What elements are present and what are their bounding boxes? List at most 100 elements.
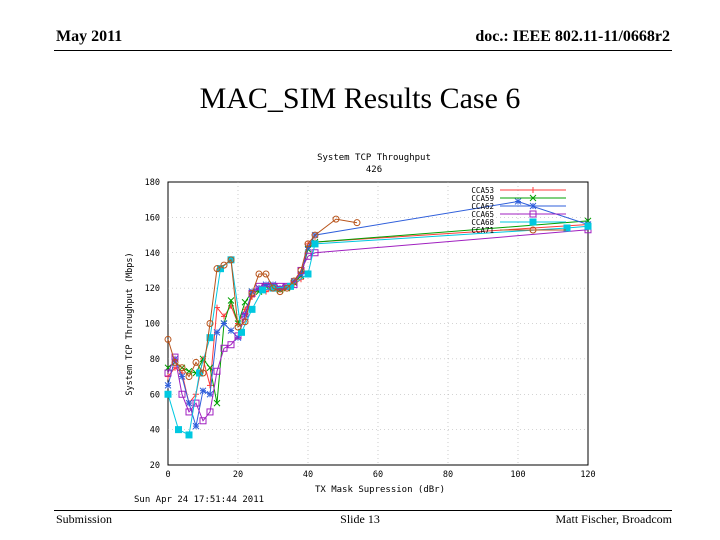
x-tick-label: 40 (303, 470, 313, 480)
data-point (192, 358, 200, 366)
y-axis-ticks: 20 40 60 80 100 120 140 160 180 (145, 178, 160, 471)
y-axis-label: System TCP Throughput (Mbps) (125, 252, 135, 395)
data-point (213, 265, 221, 273)
data-point (290, 277, 298, 285)
data-point (304, 240, 312, 248)
data-point (276, 282, 284, 290)
footer-submission: Submission (56, 512, 113, 526)
data-point (220, 261, 228, 269)
x-axis-ticks: 0 20 40 60 80 100 120 (165, 470, 595, 480)
data-point (171, 358, 179, 366)
data-point (199, 369, 207, 377)
data-point (241, 312, 249, 320)
data-point (206, 364, 214, 372)
data-point (164, 382, 172, 389)
data-point (311, 240, 319, 248)
data-point (529, 210, 537, 218)
legend-label: CCA62 (471, 202, 494, 211)
data-point (178, 390, 186, 398)
data-point (248, 305, 256, 313)
data-point (262, 270, 270, 278)
data-point (185, 373, 193, 381)
data-point (220, 344, 228, 352)
data-point (164, 335, 172, 343)
x-tick-label: 80 (443, 470, 453, 480)
footer-author: Matt Fischer, Broadcom (555, 512, 673, 526)
legend-label: CCA71 (471, 226, 494, 235)
data-point (276, 288, 284, 296)
data-point (206, 334, 214, 342)
data-point (297, 266, 305, 274)
data-point (227, 341, 235, 349)
data-point (283, 284, 291, 292)
data-point (241, 318, 249, 326)
footer-divider (54, 510, 672, 511)
series-cca62 (164, 198, 592, 430)
series-line (167, 225, 589, 436)
y-tick-label: 120 (145, 284, 160, 294)
data-point (178, 373, 186, 380)
y-tick-label: 160 (145, 213, 160, 223)
y-tick-label: 20 (150, 461, 160, 471)
footer-slide-number: Slide 13 (340, 512, 380, 526)
data-point (227, 256, 235, 264)
data-point (241, 298, 249, 306)
y-tick-label: 140 (145, 249, 160, 259)
data-point (514, 198, 522, 205)
data-point (185, 408, 193, 416)
data-point (304, 270, 312, 278)
data-point (192, 422, 200, 430)
data-point (185, 431, 193, 439)
legend-label: CCA59 (471, 194, 494, 203)
slide-title: MAC_SIM Results Case 6 (199, 82, 521, 115)
x-tick-label: 120 (580, 470, 595, 480)
chart-title: System TCP Throughput (317, 153, 431, 163)
legend-label: CCA65 (471, 210, 494, 219)
data-point (234, 323, 242, 331)
data-point (584, 222, 592, 230)
data-point (530, 187, 536, 193)
data-point (213, 367, 221, 375)
legend-label: CCA68 (471, 218, 494, 227)
data-point (213, 399, 221, 407)
data-point (199, 387, 207, 395)
header-divider (54, 50, 672, 51)
data-point (213, 328, 221, 336)
data-point (259, 286, 266, 294)
data-point (255, 270, 263, 278)
data-point (178, 364, 186, 372)
series-layer (164, 198, 592, 439)
x-tick-label: 20 (233, 470, 243, 480)
data-point (238, 328, 245, 336)
series-cca71 (164, 215, 361, 381)
data-point (164, 369, 172, 377)
data-point (529, 226, 537, 234)
data-point (529, 218, 537, 226)
x-tick-label: 0 (165, 470, 170, 480)
data-point (529, 194, 537, 202)
data-point (206, 408, 214, 416)
data-point (199, 417, 207, 425)
data-point (164, 390, 172, 398)
x-axis-label: TX Mask Supression (dBr) (315, 485, 445, 495)
data-point (227, 327, 235, 334)
y-tick-label: 180 (145, 178, 160, 188)
data-point (206, 390, 214, 398)
data-point (563, 224, 571, 232)
data-point (311, 231, 319, 239)
y-tick-label: 60 (150, 390, 160, 400)
throughput-chart: System TCP Throughput 426 20 40 60 80 100 120… (125, 153, 596, 505)
data-point (192, 399, 200, 407)
y-tick-label: 100 (145, 320, 160, 330)
data-point (287, 282, 294, 290)
data-point (311, 249, 319, 257)
data-point (220, 320, 228, 327)
legend-label: CCA53 (471, 186, 494, 195)
header-doc-id: doc.: IEEE 802.11-11/0668r2 (475, 28, 670, 45)
header-date: May 2011 (56, 28, 123, 45)
chart-timestamp: Sun Apr 24 17:51:44 2011 (134, 495, 264, 505)
data-point (185, 399, 193, 407)
data-point (171, 353, 179, 361)
data-point (529, 202, 537, 210)
